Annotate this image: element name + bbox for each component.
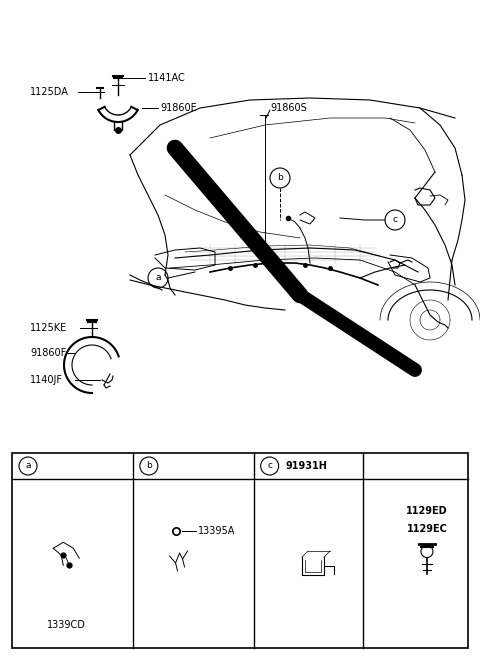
Text: 1125DA: 1125DA bbox=[30, 87, 69, 97]
Text: 1129EC: 1129EC bbox=[407, 525, 447, 535]
Text: b: b bbox=[146, 462, 152, 470]
Text: 1141AC: 1141AC bbox=[148, 73, 186, 83]
Text: 91931H: 91931H bbox=[286, 461, 327, 471]
Text: 91860F: 91860F bbox=[30, 348, 66, 358]
Text: 91860S: 91860S bbox=[270, 103, 307, 113]
Text: 1339CD: 1339CD bbox=[47, 620, 86, 630]
Text: a: a bbox=[155, 274, 161, 283]
Text: 1125KE: 1125KE bbox=[30, 323, 67, 333]
Text: c: c bbox=[267, 462, 272, 470]
Bar bbox=[12, 453, 468, 648]
Text: 1140JF: 1140JF bbox=[30, 375, 63, 385]
Text: b: b bbox=[277, 173, 283, 182]
Text: 91860E: 91860E bbox=[160, 103, 197, 113]
Text: 1129ED: 1129ED bbox=[406, 506, 448, 516]
Text: 13395A: 13395A bbox=[198, 526, 235, 536]
Text: c: c bbox=[393, 216, 397, 224]
Text: a: a bbox=[25, 462, 31, 470]
